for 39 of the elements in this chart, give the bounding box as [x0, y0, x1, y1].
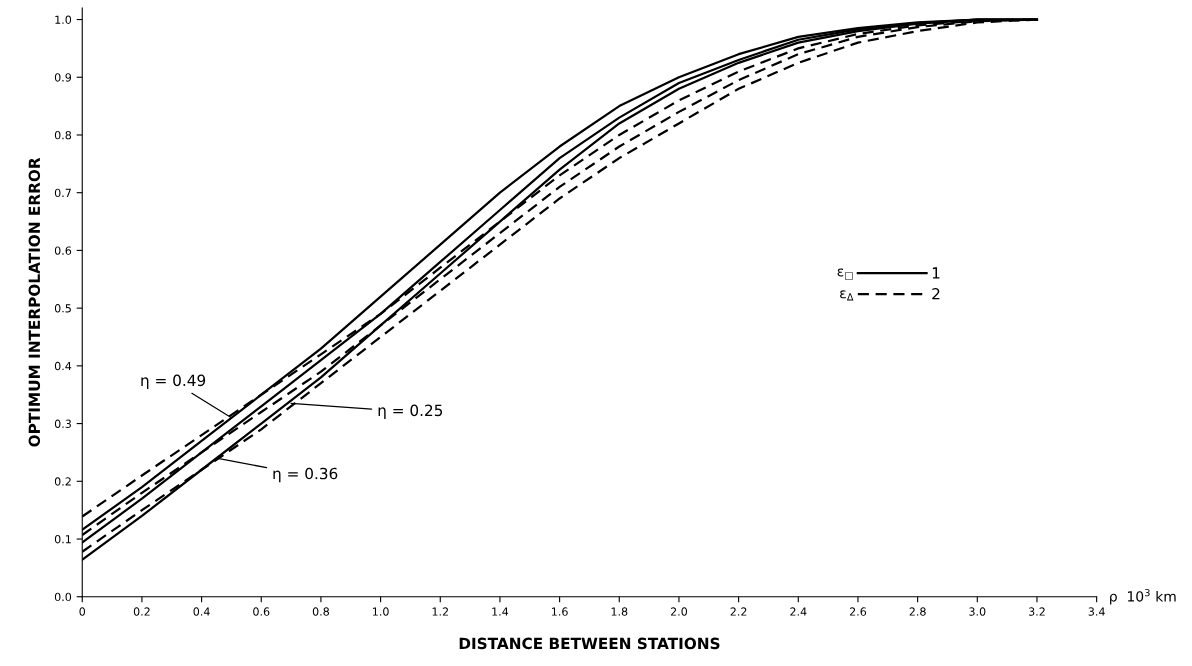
x-tick-label: 3.2 — [1028, 607, 1045, 616]
annotation: ε$_{Δ}$ — [840, 290, 854, 301]
x-tick-label: 1.6 — [551, 607, 568, 616]
x-tick-label: 1.8 — [611, 607, 628, 616]
x-tick-label: 3.4 — [1088, 607, 1105, 616]
x-tick-label: 1.2 — [432, 607, 448, 616]
x-tick-label: 2.0 — [670, 607, 688, 616]
y-tick-label: 0.8 — [54, 130, 72, 140]
x-tick-label: 2.4 — [790, 607, 807, 616]
x-tick-label: 0 — [79, 607, 86, 616]
y-tick-label: 0.4 — [54, 361, 72, 371]
y-tick-label: 0.2 — [54, 477, 71, 486]
y-tick-label: 0.9 — [54, 73, 72, 82]
x-tick-label: 0.6 — [253, 607, 270, 616]
x-tick-label: 0.4 — [193, 607, 210, 616]
legend-label: 2 — [932, 288, 940, 300]
x-tick-label: 1.4 — [492, 607, 509, 616]
y-tick-label: 1.0 — [55, 15, 72, 24]
y-tick-label: 0.1 — [54, 534, 71, 544]
y-axis-title: OPTIMUM INTERPOLATION ERROR — [28, 157, 41, 447]
x-tick-label: 2.6 — [849, 607, 867, 616]
x-tick-label: 2.8 — [909, 607, 926, 616]
text: ρ 10$^{3}$ km — [1110, 588, 1176, 605]
x-tick-label: 1.0 — [372, 607, 389, 616]
x-tick-label: 2.2 — [730, 607, 747, 616]
y-tick-label: 0.5 — [54, 304, 71, 313]
y-tick-label: 0.7 — [54, 188, 71, 198]
x-axis-title: DISTANCE BETWEEN STATIONS — [459, 637, 720, 650]
x-tick-label: 0.8 — [312, 607, 329, 616]
y-tick-label: 0.0 — [54, 592, 72, 602]
y-tick-label: 0.6 — [54, 246, 72, 255]
x-tick-label: 0.2 — [133, 607, 150, 616]
annotation: η = 0.49 — [141, 374, 206, 390]
legend-label: 1 — [932, 267, 940, 279]
annotation: η = 0.25 — [378, 404, 443, 420]
x-tick-label: 3.0 — [969, 607, 986, 616]
annotation: η = 0.36 — [273, 467, 338, 483]
y-tick-label: 0.3 — [54, 419, 71, 428]
annotation: ε$_{□}$ — [837, 268, 853, 280]
